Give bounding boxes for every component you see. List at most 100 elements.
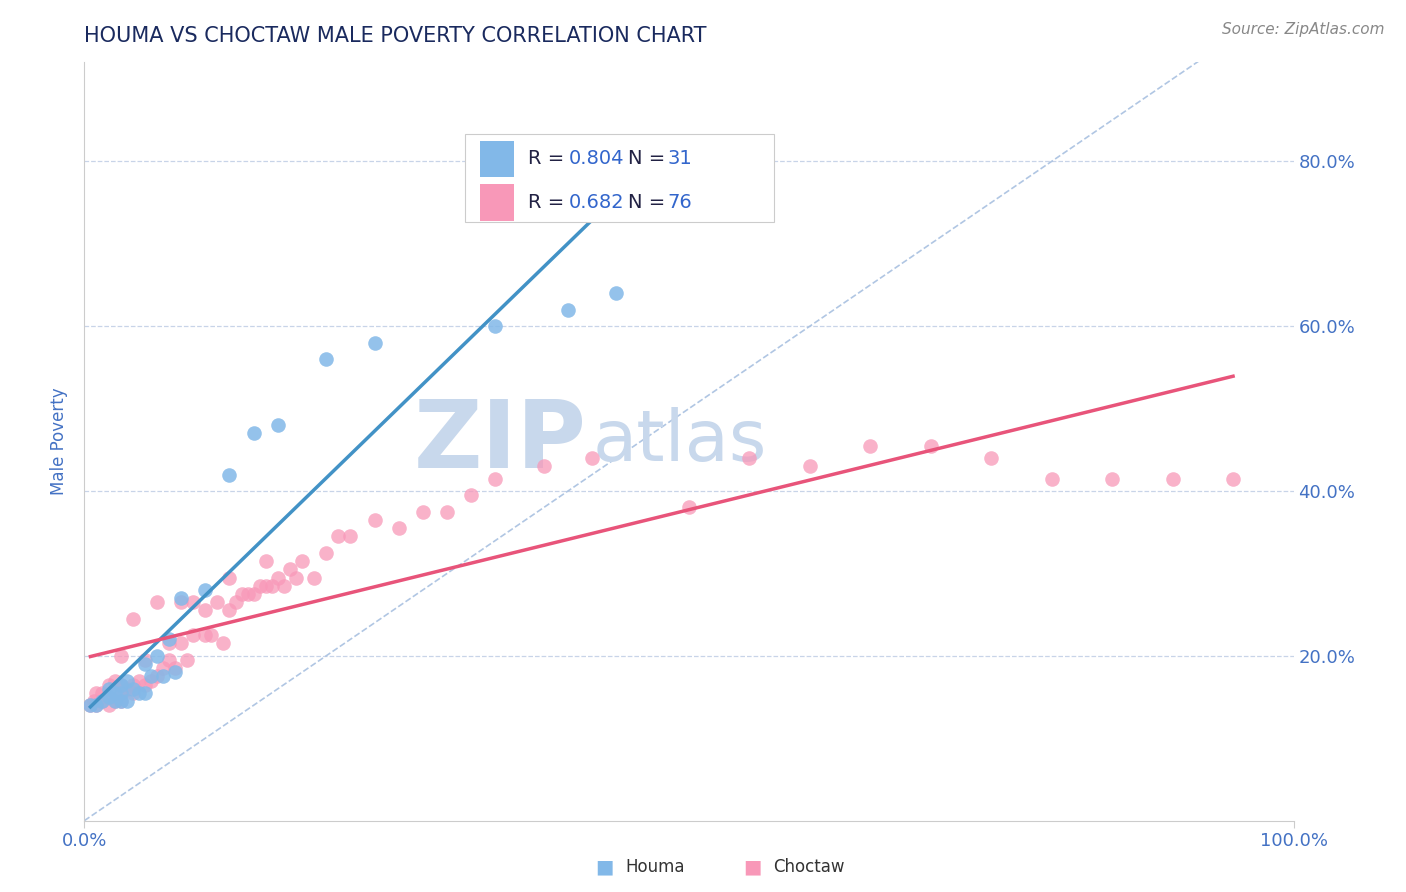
Text: ■: ■ — [742, 857, 762, 877]
Point — [110, 686, 132, 700]
Point — [170, 595, 193, 609]
Point — [225, 595, 247, 609]
Point — [254, 579, 277, 593]
Text: R =: R = — [529, 149, 571, 169]
Point — [1101, 472, 1123, 486]
Point — [302, 570, 325, 584]
Point — [79, 698, 101, 713]
Point — [181, 628, 204, 642]
Point — [157, 636, 180, 650]
Point — [152, 661, 174, 675]
Point — [284, 570, 308, 584]
Point — [363, 335, 385, 350]
Point — [242, 426, 264, 441]
Point — [97, 698, 120, 713]
Point — [121, 686, 143, 700]
Point — [328, 529, 350, 543]
Point — [170, 636, 193, 650]
Point — [128, 686, 150, 700]
Point — [91, 694, 114, 708]
Point — [260, 579, 283, 593]
Point — [152, 669, 174, 683]
Point — [194, 603, 217, 617]
Point — [605, 286, 627, 301]
Point — [218, 603, 240, 617]
Point — [388, 521, 411, 535]
Point — [194, 582, 217, 597]
Point — [157, 653, 180, 667]
Point — [97, 690, 120, 704]
Point — [128, 673, 150, 688]
Y-axis label: Male Poverty: Male Poverty — [49, 388, 67, 495]
Point — [146, 595, 169, 609]
Point — [104, 694, 127, 708]
Point — [121, 678, 143, 692]
Point — [165, 661, 187, 675]
Point — [79, 698, 101, 713]
Point — [104, 673, 127, 688]
Point — [97, 678, 120, 692]
Point — [194, 628, 217, 642]
Point — [236, 587, 259, 601]
Point — [278, 562, 301, 576]
Point — [139, 669, 162, 683]
Point — [165, 665, 187, 680]
Point — [121, 612, 143, 626]
Point — [146, 669, 169, 683]
Point — [110, 678, 132, 692]
Point — [339, 529, 361, 543]
Point — [484, 319, 506, 334]
Point — [115, 681, 138, 696]
Point — [267, 418, 290, 433]
Point — [86, 698, 108, 713]
Point — [104, 694, 127, 708]
Point — [139, 673, 162, 688]
Point — [170, 591, 193, 606]
Point — [581, 450, 603, 465]
Point — [86, 686, 108, 700]
Bar — [479, 141, 513, 178]
Point — [738, 450, 761, 465]
Point — [242, 587, 264, 601]
Point — [134, 686, 156, 700]
Text: 31: 31 — [668, 149, 692, 169]
Point — [980, 450, 1002, 465]
Point — [533, 459, 555, 474]
Point — [110, 694, 132, 708]
Point — [267, 570, 290, 584]
Text: 76: 76 — [668, 193, 692, 212]
Point — [110, 686, 132, 700]
Point — [859, 439, 882, 453]
Point — [110, 648, 132, 663]
Point — [134, 657, 156, 671]
Text: R =: R = — [529, 193, 571, 212]
Text: HOUMA VS CHOCTAW MALE POVERTY CORRELATION CHART: HOUMA VS CHOCTAW MALE POVERTY CORRELATIO… — [84, 26, 707, 45]
Point — [315, 546, 337, 560]
Text: Houma: Houma — [626, 858, 685, 876]
Point — [920, 439, 942, 453]
Point — [134, 653, 156, 667]
FancyBboxPatch shape — [465, 135, 773, 221]
Point — [460, 488, 482, 502]
Point — [218, 570, 240, 584]
Point — [231, 587, 253, 601]
Point — [181, 595, 204, 609]
Point — [91, 694, 114, 708]
Point — [86, 698, 108, 713]
Point — [315, 352, 337, 367]
Point — [146, 648, 169, 663]
Point — [291, 554, 314, 568]
Point — [212, 636, 235, 650]
Point — [557, 302, 579, 317]
Point — [110, 694, 132, 708]
Point — [799, 459, 821, 474]
Point — [115, 673, 138, 688]
Point — [115, 694, 138, 708]
Point — [200, 628, 222, 642]
Point — [134, 678, 156, 692]
Point — [157, 632, 180, 647]
Text: Choctaw: Choctaw — [773, 858, 845, 876]
Bar — [479, 185, 513, 220]
Point — [363, 513, 385, 527]
Text: atlas: atlas — [592, 407, 766, 476]
